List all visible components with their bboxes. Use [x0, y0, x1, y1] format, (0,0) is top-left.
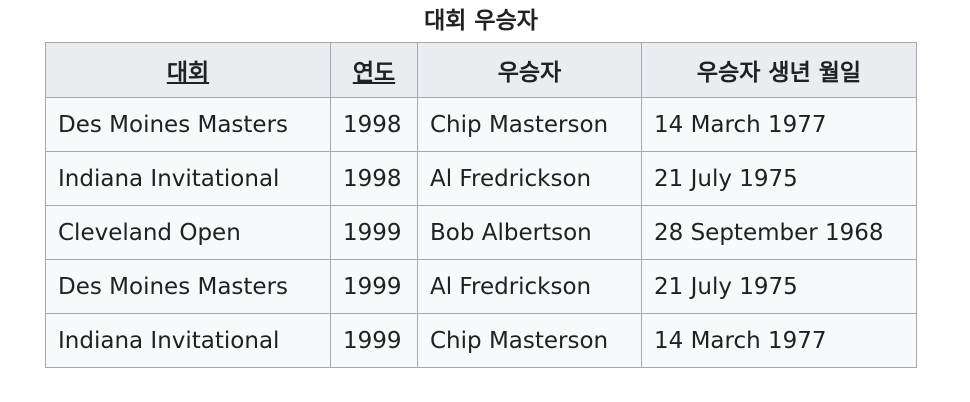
cell-year: 1999	[330, 313, 418, 368]
cell-birth-date: 14 March 1977	[641, 313, 917, 368]
cell-year: 1999	[330, 205, 418, 260]
cell-tournament: Cleveland Open	[45, 205, 331, 260]
header-tournament[interactable]: 대회	[45, 42, 331, 98]
table-row: Indiana Invitational 1999 Chip Masterson…	[45, 313, 917, 368]
cell-year: 1998	[330, 97, 418, 152]
header-winner-label: 우승자	[497, 60, 562, 86]
cell-winner: Al Fredrickson	[417, 259, 642, 314]
cell-winner: Al Fredrickson	[417, 151, 642, 206]
cell-tournament: Des Moines Masters	[45, 259, 331, 314]
header-birth-date: 우승자 생년 월일	[641, 42, 917, 98]
cell-birth-date: 21 July 1975	[641, 259, 917, 314]
header-year-label[interactable]: 연도	[352, 60, 396, 86]
table-row: Des Moines Masters 1999 Al Fredrickson 2…	[45, 259, 917, 314]
winners-table: 대회 연도 우승자 우승자 생년 월일 Des Moines Masters 1…	[45, 42, 917, 368]
cell-winner: Bob Albertson	[417, 205, 642, 260]
cell-winner: Chip Masterson	[417, 313, 642, 368]
header-birth-date-label: 우승자 생년 월일	[696, 60, 862, 86]
header-winner: 우승자	[417, 42, 642, 98]
cell-winner: Chip Masterson	[417, 97, 642, 152]
table-row: Des Moines Masters 1998 Chip Masterson 1…	[45, 97, 917, 152]
header-row: 대회 연도 우승자 우승자 생년 월일	[45, 42, 917, 98]
cell-year: 1999	[330, 259, 418, 314]
table-row: Indiana Invitational 1998 Al Fredrickson…	[45, 151, 917, 206]
header-year[interactable]: 연도	[330, 42, 418, 98]
table-caption: 대회 우승자	[424, 8, 538, 34]
table-row: Cleveland Open 1999 Bob Albertson 28 Sep…	[45, 205, 917, 260]
header-tournament-label[interactable]: 대회	[166, 60, 210, 86]
cell-birth-date: 28 September 1968	[641, 205, 917, 260]
cell-tournament: Indiana Invitational	[45, 313, 331, 368]
winners-table-container: 대회 우승자 대회 연도 우승자 우승자 생년 월일 Des Moines Ma…	[45, 0, 917, 368]
cell-year: 1998	[330, 151, 418, 206]
cell-tournament: Des Moines Masters	[45, 97, 331, 152]
cell-tournament: Indiana Invitational	[45, 151, 331, 206]
cell-birth-date: 14 March 1977	[641, 97, 917, 152]
cell-birth-date: 21 July 1975	[641, 151, 917, 206]
